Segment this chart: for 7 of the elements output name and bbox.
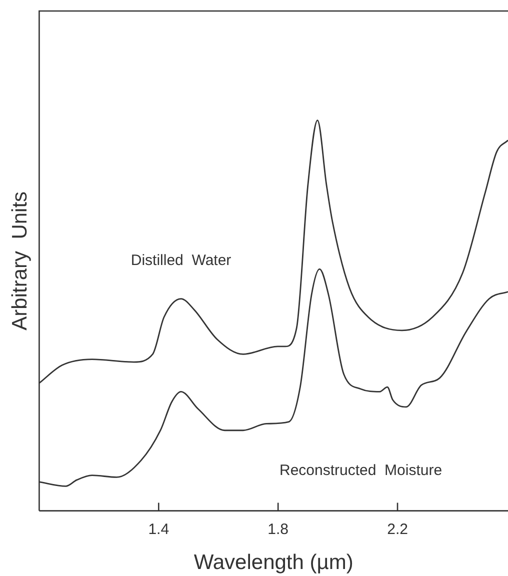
x-tick-label: 1.4	[148, 520, 170, 538]
x-tick-label: 1.8	[268, 520, 289, 538]
text: Distilled Water	[130, 252, 232, 269]
y-axis-title: Arbitrary Units	[8, 191, 32, 330]
x-axis-title: Wavelength (µm)	[194, 551, 354, 574]
x-tick-label: 2.2	[387, 520, 408, 538]
text: Reconstructed Moisture	[280, 462, 442, 480]
